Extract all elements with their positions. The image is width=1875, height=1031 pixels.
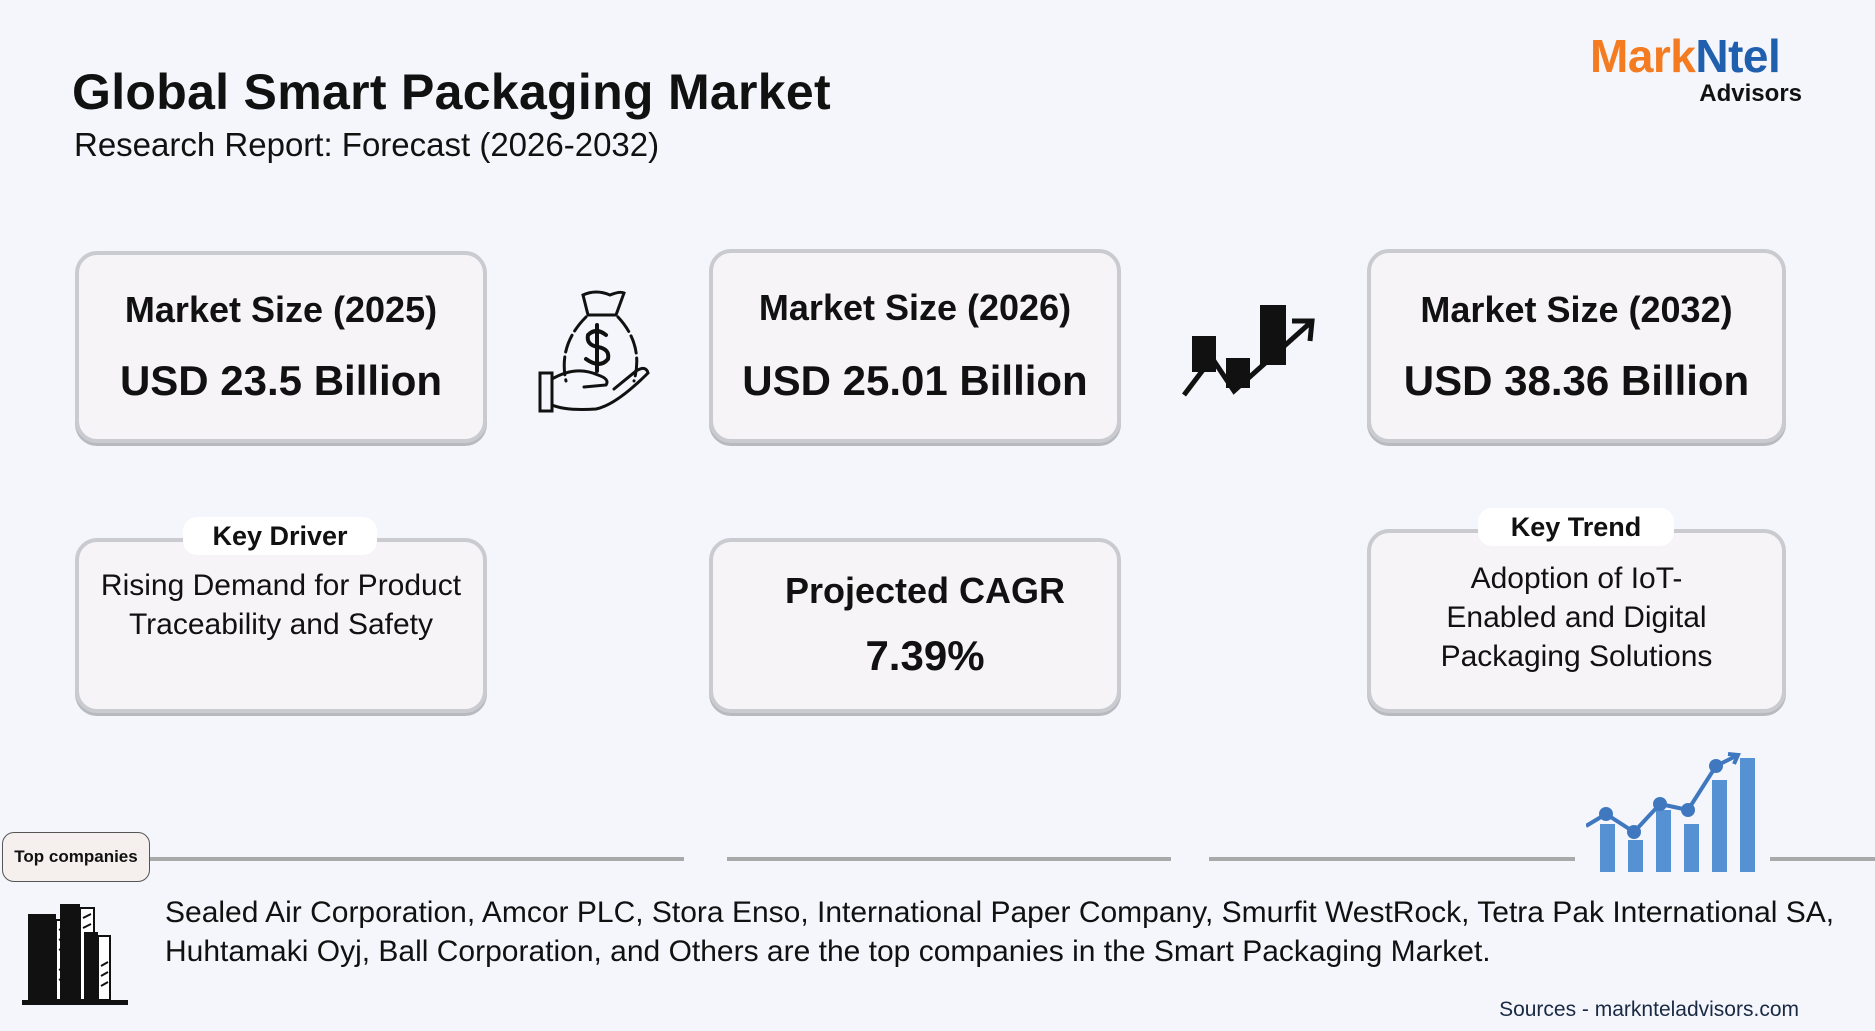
card-value: USD 38.36 Billion — [1403, 357, 1750, 404]
key-driver-card: Rising Demand for Product Traceability a… — [75, 538, 487, 713]
logo-advisors: Advisors — [1699, 80, 1802, 107]
page-title: Global Smart Packaging Market — [72, 64, 831, 120]
market-size-2025-card: Market Size (2025) USD 23.5 Billion — [75, 251, 487, 443]
logo-mark: Mark — [1590, 30, 1696, 82]
projected-cagr-card: Projected CAGR 7.39% — [709, 538, 1121, 713]
money-bag-hand-icon — [538, 290, 650, 413]
key-trend-card: Adoption of IoT-Enabled and Digital Pack… — [1367, 529, 1786, 713]
key-driver-text: Rising Demand for Product Traceability a… — [100, 569, 462, 641]
cagr-label: Projected CAGR — [784, 570, 1066, 611]
divider — [1770, 857, 1875, 861]
sources-text: Sources - marknteladvisors.com — [1499, 998, 1799, 1021]
card-heading: Market Size (2032) — [1420, 289, 1733, 330]
key-trend-text: Adoption of IoT-Enabled and Digital Pack… — [1440, 562, 1713, 673]
divider — [1209, 857, 1575, 861]
market-size-2026-card: Market Size (2026) USD 25.01 Billion — [709, 249, 1121, 443]
card-heading: Market Size (2026) — [758, 287, 1072, 328]
trend-up-icon — [1182, 305, 1315, 397]
card-heading: Market Size (2025) — [124, 289, 438, 330]
market-size-2032-card: Market Size (2032) USD 38.36 Billion — [1367, 249, 1786, 443]
page-subtitle: Research Report: Forecast (2026-2032) — [74, 126, 660, 163]
top-companies-text: Sealed Air Corporation, Amcor PLC, Stora… — [165, 896, 1835, 968]
key-driver-label: Key Driver — [183, 517, 377, 555]
top-companies-label: Top companies — [2, 832, 150, 882]
buildings-icon — [22, 904, 128, 1005]
cagr-value: 7.39% — [865, 632, 985, 679]
marknetl-logo: MarkNtel Advisors — [1590, 33, 1804, 108]
card-value: USD 23.5 Billion — [119, 357, 443, 404]
key-trend-label: Key Trend — [1478, 508, 1674, 546]
divider — [150, 857, 684, 861]
card-value: USD 25.01 Billion — [742, 357, 1088, 404]
bar-chart-growth-icon — [1586, 752, 1755, 872]
logo-ntel: Ntel — [1695, 30, 1781, 82]
divider — [727, 857, 1171, 861]
